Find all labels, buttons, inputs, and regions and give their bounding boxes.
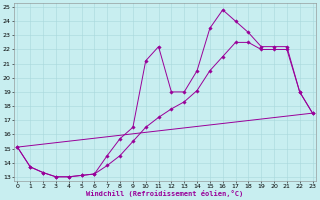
X-axis label: Windchill (Refroidissement éolien,°C): Windchill (Refroidissement éolien,°C) (86, 190, 244, 197)
